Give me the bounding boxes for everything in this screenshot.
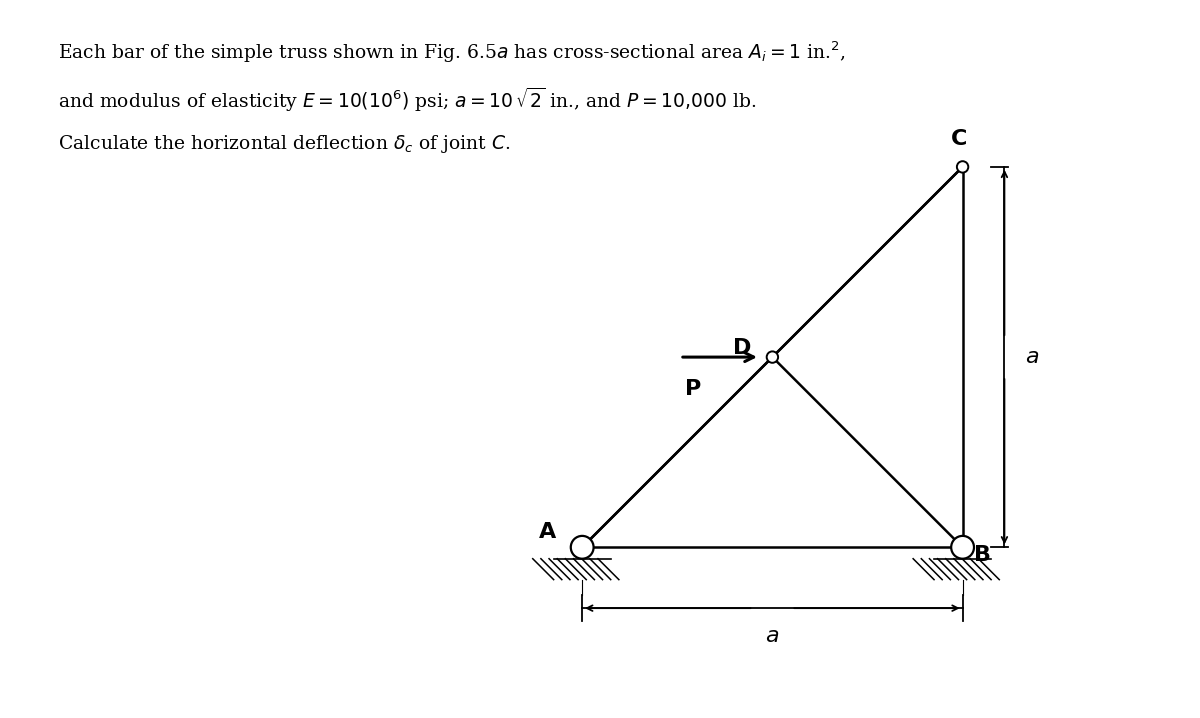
Text: $\mathbf{D}$: $\mathbf{D}$ — [732, 337, 751, 358]
Circle shape — [956, 162, 968, 172]
Text: $a$: $a$ — [766, 625, 780, 648]
Text: $\mathbf{A}$: $\mathbf{A}$ — [539, 521, 558, 544]
Text: $\mathbf{P}$: $\mathbf{P}$ — [684, 378, 701, 400]
Circle shape — [571, 536, 594, 559]
Text: Calculate the horizontal deflection $\delta_c$ of joint $C$.: Calculate the horizontal deflection $\de… — [58, 133, 510, 155]
Text: $\mathbf{C}$: $\mathbf{C}$ — [950, 128, 967, 150]
Circle shape — [952, 536, 974, 559]
Circle shape — [767, 351, 778, 363]
Text: $\mathbf{B}$: $\mathbf{B}$ — [973, 544, 991, 566]
Text: and modulus of elasticity $E = 10(10^6)$ psi; $a = 10\,\sqrt{2}$ in., and $P = 1: and modulus of elasticity $E = 10(10^6)$… — [58, 86, 756, 114]
Text: Each bar of the simple truss shown in Fig. 6.5$a$ has cross-sectional area $A_i : Each bar of the simple truss shown in Fi… — [58, 39, 846, 65]
Text: $a$: $a$ — [1025, 346, 1039, 368]
